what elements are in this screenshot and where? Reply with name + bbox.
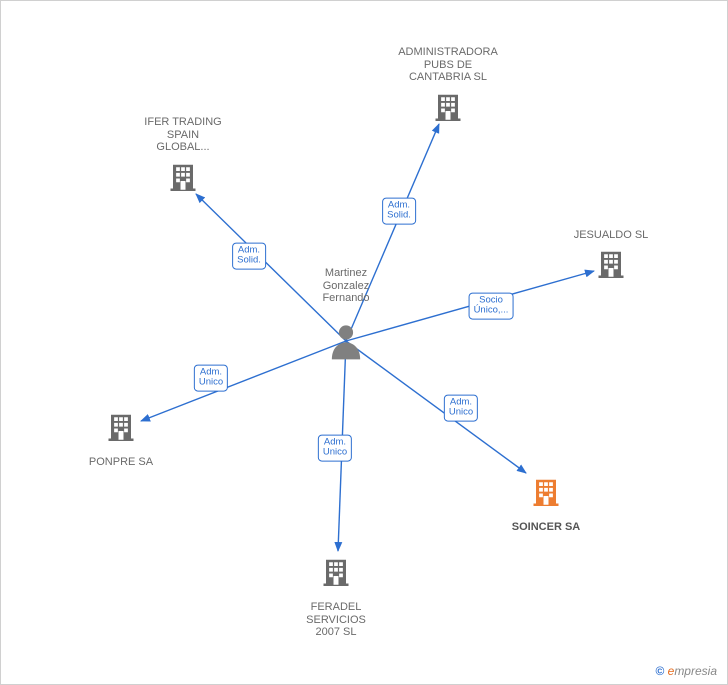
building-icon xyxy=(596,248,626,283)
company-node-ponpre[interactable] xyxy=(106,411,136,446)
edge-jesualdo xyxy=(346,271,594,341)
edge-admin_pubs xyxy=(346,124,439,341)
diagram-canvas: Martinez Gonzalez Fernando IFER TRADING … xyxy=(0,0,728,685)
edge-soincer xyxy=(346,341,526,473)
edge-label-feradel: Adm. Unico xyxy=(318,435,352,462)
company-label-admin_pubs: ADMINISTRADORA PUBS DE CANTABRIA SL xyxy=(398,46,498,84)
company-label-ponpre: PONPRE SA xyxy=(89,456,153,469)
edge-ponpre xyxy=(141,341,346,421)
edge-feradel xyxy=(338,341,346,551)
building-icon xyxy=(433,91,463,126)
company-label-soincer: SOINCER SA xyxy=(512,521,580,534)
building-icon xyxy=(531,476,561,511)
watermark: © empresia xyxy=(655,664,717,678)
company-node-soincer[interactable] xyxy=(531,476,561,511)
company-label-ifer: IFER TRADING SPAIN GLOBAL... xyxy=(144,116,221,154)
edge-label-ifer: Adm. Solid. xyxy=(232,243,266,270)
copyright-symbol: © xyxy=(655,664,664,678)
brand-name: empresia xyxy=(668,664,717,678)
center-person-node xyxy=(329,322,363,365)
edge-label-soincer: Adm. Unico xyxy=(444,395,478,422)
building-icon xyxy=(321,556,351,591)
center-person-label: Martinez Gonzalez Fernando xyxy=(322,267,369,305)
company-node-feradel[interactable] xyxy=(321,556,351,591)
building-icon xyxy=(106,411,136,446)
company-label-jesualdo: JESUALDO SL xyxy=(574,229,649,242)
person-icon xyxy=(329,322,363,365)
company-node-admin_pubs[interactable] xyxy=(433,91,463,126)
edge-label-jesualdo: Socio Único,... xyxy=(469,293,514,320)
edges-layer xyxy=(1,1,728,685)
building-icon xyxy=(168,161,198,196)
company-node-jesualdo[interactable] xyxy=(596,248,626,283)
company-node-ifer[interactable] xyxy=(168,161,198,196)
company-label-feradel: FERADEL SERVICIOS 2007 SL xyxy=(306,601,366,639)
edge-label-ponpre: Adm. Unico xyxy=(194,365,228,392)
edge-label-admin_pubs: Adm. Solid. xyxy=(382,198,416,225)
